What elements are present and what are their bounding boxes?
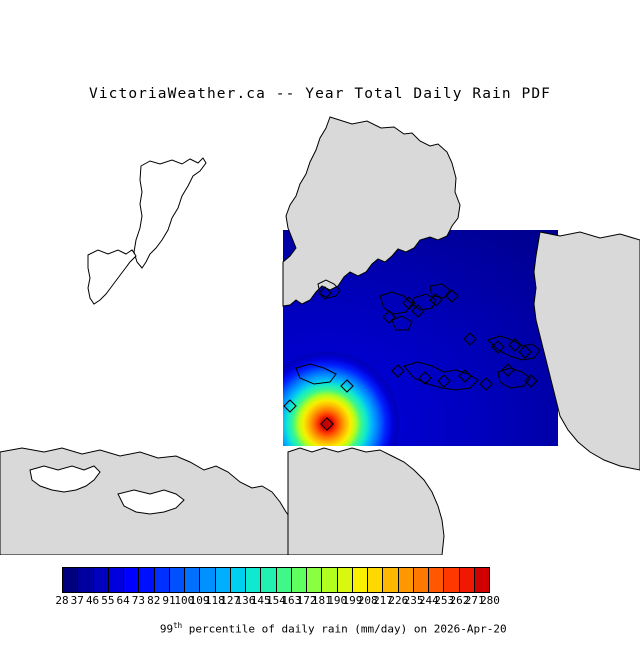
colorbar-tick-154: 154 [266, 594, 286, 607]
colorbar-tick-37: 37 [70, 594, 84, 607]
colorbar-tick-226: 226 [388, 594, 409, 607]
colorbar [62, 567, 490, 593]
colorbar-tick-28: 28 [55, 594, 69, 607]
colorbar-tick-280: 280 [480, 594, 500, 607]
colorbar-cell-0 [63, 568, 79, 592]
colorbar-tick-64: 64 [116, 594, 130, 607]
colorbar-tick-244: 244 [418, 594, 439, 607]
island-west-small [87, 249, 137, 305]
colorbar-tick-235: 235 [403, 594, 424, 607]
map-svg [0, 116, 640, 555]
colorbar-tick-190: 190 [327, 594, 348, 607]
colorbar-cell-13 [261, 568, 277, 592]
colorbar-tick-262: 262 [449, 594, 470, 607]
colorbar-cell-5 [139, 568, 155, 592]
colorbar-cell-27 [474, 568, 489, 592]
colorbar-tick-172: 172 [296, 594, 317, 607]
colorbar-cell-21 [383, 568, 399, 592]
colorbar-tick-82: 82 [147, 594, 161, 607]
colorbar-cell-2 [93, 568, 109, 592]
colorbar-cell-10 [215, 568, 231, 592]
colorbar-cell-22 [398, 568, 414, 592]
colorbar-tick-91: 91 [162, 594, 176, 607]
colorbar-tick-100: 100 [174, 594, 195, 607]
colorbar-cell-25 [444, 568, 460, 592]
colorbar-tick-55: 55 [101, 594, 115, 607]
landmass-east [533, 231, 640, 471]
colorbar-tick-253: 253 [434, 594, 455, 607]
station-markers [283, 286, 538, 431]
map-panel [0, 116, 640, 555]
caption-percentile-number: 99 [159, 622, 174, 636]
island-south-small [117, 489, 185, 515]
colorbar-cell-18 [337, 568, 353, 592]
colorbar-tick-118: 118 [204, 594, 225, 607]
colorbar-cell-4 [124, 568, 140, 592]
chart-title: VictoriaWeather.ca -- Year Total Daily R… [89, 86, 551, 102]
colorbar-cell-17 [322, 568, 338, 592]
colorbar-caption: 99th percentile of daily rain (mm/day) o… [0, 608, 640, 649]
colorbar-cell-9 [200, 568, 216, 592]
colorbar-tick-labels: 28 37 46 55 64 73 82 91 100 109 118 127 136 145 154 163… [0, 594, 640, 607]
colorbar-tick-217: 217 [373, 594, 393, 607]
colorbar-tick-136: 136 [235, 594, 256, 607]
colorbar-tick-208: 208 [357, 594, 378, 607]
colorbar-tick-181: 181 [311, 594, 332, 607]
colorbar-tick-46: 46 [85, 594, 100, 607]
colorbar-tick-145: 145 [250, 594, 271, 607]
colorbar-cell-3 [108, 568, 124, 592]
colorbar-tick-109: 109 [189, 594, 210, 607]
colorbar-cell-20 [368, 568, 384, 592]
caption-rest: percentile of daily rain (mm/day) on 202… [182, 622, 507, 636]
colorbar-tick-163: 163 [281, 594, 302, 607]
colorbar-cell-23 [413, 568, 429, 592]
colorbar-tick-73: 73 [131, 594, 146, 607]
island-northwest-large [133, 157, 207, 269]
colorbar-cell-15 [291, 568, 307, 592]
colorbar-cell-11 [230, 568, 246, 592]
colorbar-cell-7 [169, 568, 185, 592]
colorbar-cell-24 [429, 568, 445, 592]
colorbar-tick-127: 127 [220, 594, 241, 607]
colorbar-cell-14 [276, 568, 292, 592]
colorbar-cells [62, 567, 490, 593]
colorbar-cell-26 [459, 568, 475, 592]
rain-hotspot [283, 352, 399, 446]
colorbar-tick-271: 271 [464, 594, 485, 607]
colorbar-cell-16 [307, 568, 323, 592]
colorbar-tick-199: 199 [342, 594, 363, 607]
colorbar-cell-1 [78, 568, 94, 592]
landmass-north [282, 116, 461, 307]
island-southwest-small [29, 465, 101, 493]
landmass-south-shore [287, 447, 445, 555]
colorbar-cell-8 [185, 568, 201, 592]
caption-percentile-suffix: th [173, 621, 183, 630]
colorbar-cell-6 [154, 568, 170, 592]
colorbar-cell-12 [246, 568, 262, 592]
colorbar-cell-19 [352, 568, 368, 592]
